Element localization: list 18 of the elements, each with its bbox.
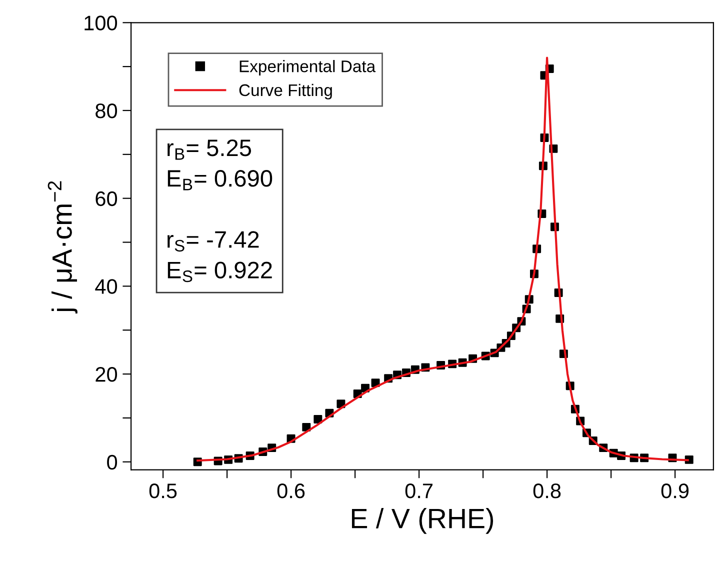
y-tick-label: 100 <box>84 16 118 30</box>
y-tick-label: 60 <box>96 191 118 206</box>
x-tick-label: 0.5 <box>149 484 177 498</box>
legend-label: Experimental Data <box>240 60 376 76</box>
y-tick-label: 80 <box>96 103 118 118</box>
y-axis-title: j / μA·cm$^{−2}$ <box>48 181 78 314</box>
text: r$_{B}$= 5.25 E$_{B}$= 0.690 r$_{S}$= -7.42 E$_{S}$= 0.922 <box>168 139 272 282</box>
x-tick-label: 0.7 <box>405 484 432 498</box>
x-tick-label: 0.8 <box>533 484 561 498</box>
x-axis-title: E / V (RHE) <box>352 508 494 534</box>
y-tick-label: 0 <box>107 454 118 470</box>
y-tick-label: 20 <box>96 367 118 382</box>
y-tick-label: 40 <box>95 279 118 294</box>
x-tick-label: 0.6 <box>277 484 305 498</box>
point <box>314 415 322 424</box>
x-tick-label: 0.9 <box>661 484 689 498</box>
legend-label: Curve Fitting <box>239 84 332 100</box>
point <box>302 422 311 432</box>
